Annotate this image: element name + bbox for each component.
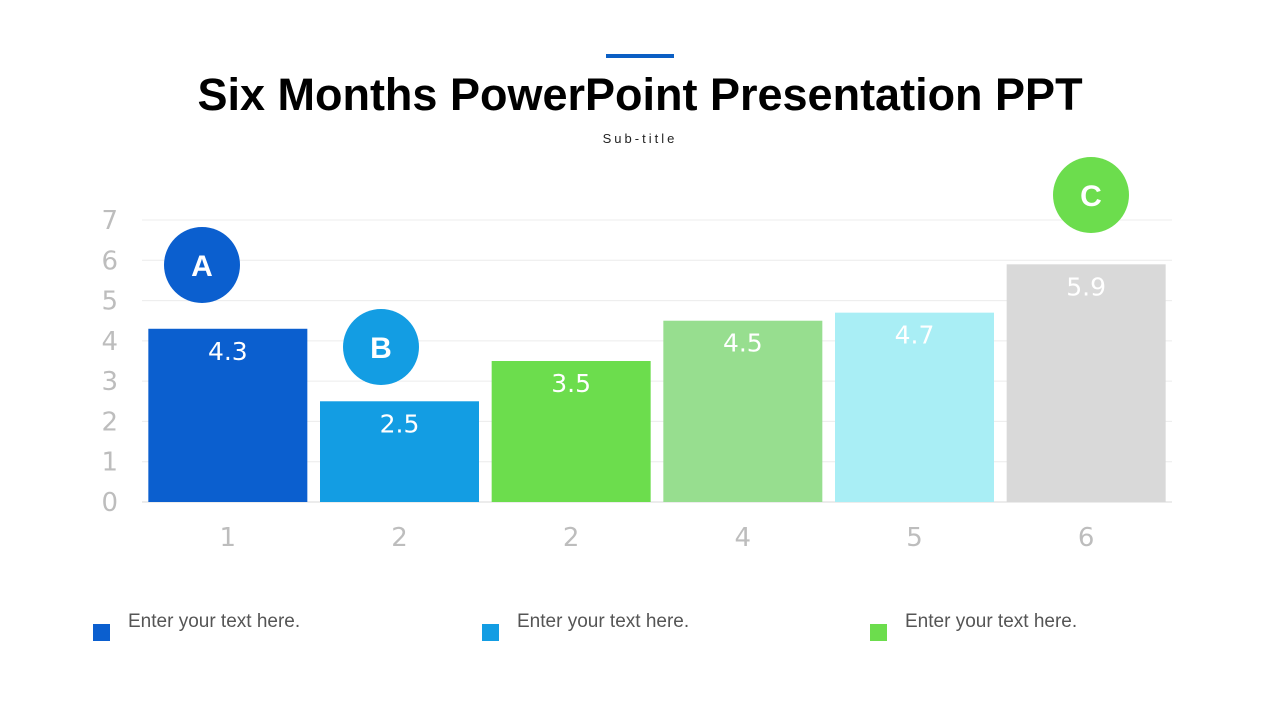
- page-title: Six Months PowerPoint Presentation PPT: [197, 69, 1083, 120]
- data-label-3: 3.5: [551, 369, 591, 398]
- x-tick-label: 6: [1078, 523, 1095, 553]
- data-label-5: 4.7: [895, 321, 935, 350]
- legend-text-2: Enter your text here.: [517, 611, 690, 632]
- title-accent-line: [606, 54, 674, 58]
- marker-label-a: A: [191, 250, 213, 283]
- bar-6: [1006, 264, 1166, 502]
- legend-swatch-1: [93, 624, 110, 641]
- data-label-6: 5.9: [1066, 272, 1106, 301]
- y-tick-label: 4: [101, 327, 118, 357]
- y-tick-label: 7: [101, 206, 118, 236]
- data-label-1: 4.3: [208, 337, 248, 366]
- y-tick-label: 6: [101, 246, 118, 276]
- x-tick-label: 5: [906, 523, 923, 553]
- legend-swatch-3: [870, 624, 887, 641]
- y-tick-label: 1: [101, 448, 118, 478]
- x-tick-label: 1: [220, 523, 237, 553]
- marker-label-b: B: [370, 332, 392, 365]
- marker-circle-a: [164, 227, 240, 303]
- bar-1: [148, 328, 308, 502]
- bar-5: [835, 312, 994, 502]
- page-subtitle: Sub-title: [602, 131, 678, 146]
- bar-4: [663, 320, 823, 502]
- marker-circle-b: [343, 309, 419, 385]
- legend-text-3: Enter your text here.: [905, 611, 1078, 632]
- y-tick-label: 3: [101, 367, 118, 397]
- marker-circle-c: [1053, 157, 1129, 233]
- legend-text-1: Enter your text here.: [128, 611, 301, 632]
- y-tick-label: 2: [101, 407, 118, 437]
- x-tick-label: 2: [563, 523, 580, 553]
- data-label-4: 4.5: [723, 329, 763, 358]
- x-tick-label: 4: [735, 523, 752, 553]
- x-tick-label: 2: [391, 523, 408, 553]
- data-label-2: 2.5: [380, 409, 420, 438]
- y-tick-label: 5: [101, 287, 118, 317]
- bar-3: [491, 361, 651, 502]
- bar-2: [320, 401, 479, 502]
- y-tick-label: 0: [101, 488, 118, 518]
- marker-label-c: C: [1080, 180, 1102, 213]
- legend-swatch-2: [482, 624, 499, 641]
